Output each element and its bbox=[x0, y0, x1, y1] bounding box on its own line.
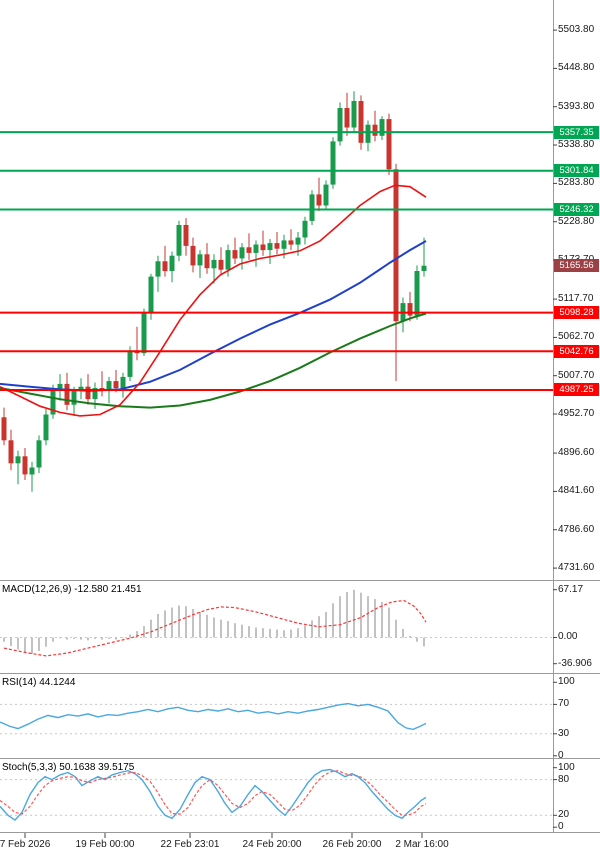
candle-body bbox=[253, 244, 259, 253]
candle-body bbox=[29, 467, 35, 475]
candle-body bbox=[15, 456, 21, 464]
candle-body bbox=[260, 244, 266, 251]
candle-body bbox=[57, 383, 63, 390]
candle-body bbox=[43, 414, 49, 441]
candle-body bbox=[218, 259, 224, 270]
candle-body bbox=[190, 245, 196, 266]
candle-body bbox=[78, 386, 84, 391]
candle-body bbox=[64, 383, 70, 405]
candle-body bbox=[197, 254, 203, 266]
ma-slow-line bbox=[0, 312, 427, 409]
candle-body bbox=[323, 184, 329, 206]
macd-indicator-header: MACD(12,26,9) -12.580 21.451 bbox=[2, 584, 142, 595]
candle-body bbox=[239, 247, 245, 259]
candle-body bbox=[267, 243, 273, 251]
candle-body bbox=[141, 312, 147, 354]
candle-body bbox=[169, 255, 175, 271]
candle-body bbox=[176, 225, 182, 256]
candle-body bbox=[162, 261, 168, 272]
candle-body bbox=[22, 456, 28, 475]
candle-body bbox=[127, 350, 133, 377]
candle-body bbox=[344, 108, 350, 128]
candle-body bbox=[274, 243, 280, 249]
candle-body bbox=[330, 141, 336, 185]
candle-body bbox=[379, 119, 385, 136]
candle-body bbox=[85, 386, 91, 400]
candle-body bbox=[148, 276, 154, 313]
candle-body bbox=[302, 220, 308, 238]
stoch-d-line bbox=[0, 770, 427, 816]
candle-body bbox=[386, 119, 392, 170]
candle-body bbox=[50, 389, 56, 415]
candle-body bbox=[365, 124, 371, 143]
candle-body bbox=[295, 237, 301, 245]
candle-body bbox=[351, 101, 357, 128]
candle-body bbox=[414, 271, 420, 316]
rsi-line bbox=[0, 702, 427, 731]
candle-body bbox=[372, 124, 378, 136]
candle-body bbox=[92, 388, 98, 400]
candle-body bbox=[155, 261, 161, 277]
candle-body bbox=[232, 250, 238, 259]
candle-body bbox=[421, 265, 427, 271]
stoch-k-line bbox=[0, 768, 427, 822]
candle-body bbox=[316, 194, 322, 206]
candle-body bbox=[36, 440, 42, 468]
candle-body bbox=[204, 254, 210, 269]
candle-body bbox=[120, 376, 126, 388]
ma-fast-line bbox=[0, 184, 427, 417]
macd-signal-line bbox=[3, 599, 427, 657]
candle-body bbox=[309, 194, 315, 221]
candle-body bbox=[113, 381, 119, 389]
candle-body bbox=[225, 250, 231, 270]
candle-body bbox=[288, 240, 294, 245]
candle-body bbox=[358, 101, 364, 143]
candle-body bbox=[71, 390, 77, 405]
candle-body bbox=[281, 240, 287, 249]
candle-body bbox=[211, 259, 217, 269]
candle-body bbox=[8, 440, 14, 464]
candle-body bbox=[246, 247, 252, 253]
candle-body bbox=[183, 225, 189, 246]
candle-body bbox=[1, 417, 7, 441]
candle-body bbox=[337, 108, 343, 142]
candle-body bbox=[106, 381, 112, 391]
rsi-indicator-header: RSI(14) 44.1244 bbox=[2, 677, 76, 688]
candle-body bbox=[393, 169, 399, 322]
candle-body bbox=[407, 303, 413, 316]
stoch-indicator-header: Stoch(5,3,3) 50.1638 39.5175 bbox=[2, 762, 135, 773]
